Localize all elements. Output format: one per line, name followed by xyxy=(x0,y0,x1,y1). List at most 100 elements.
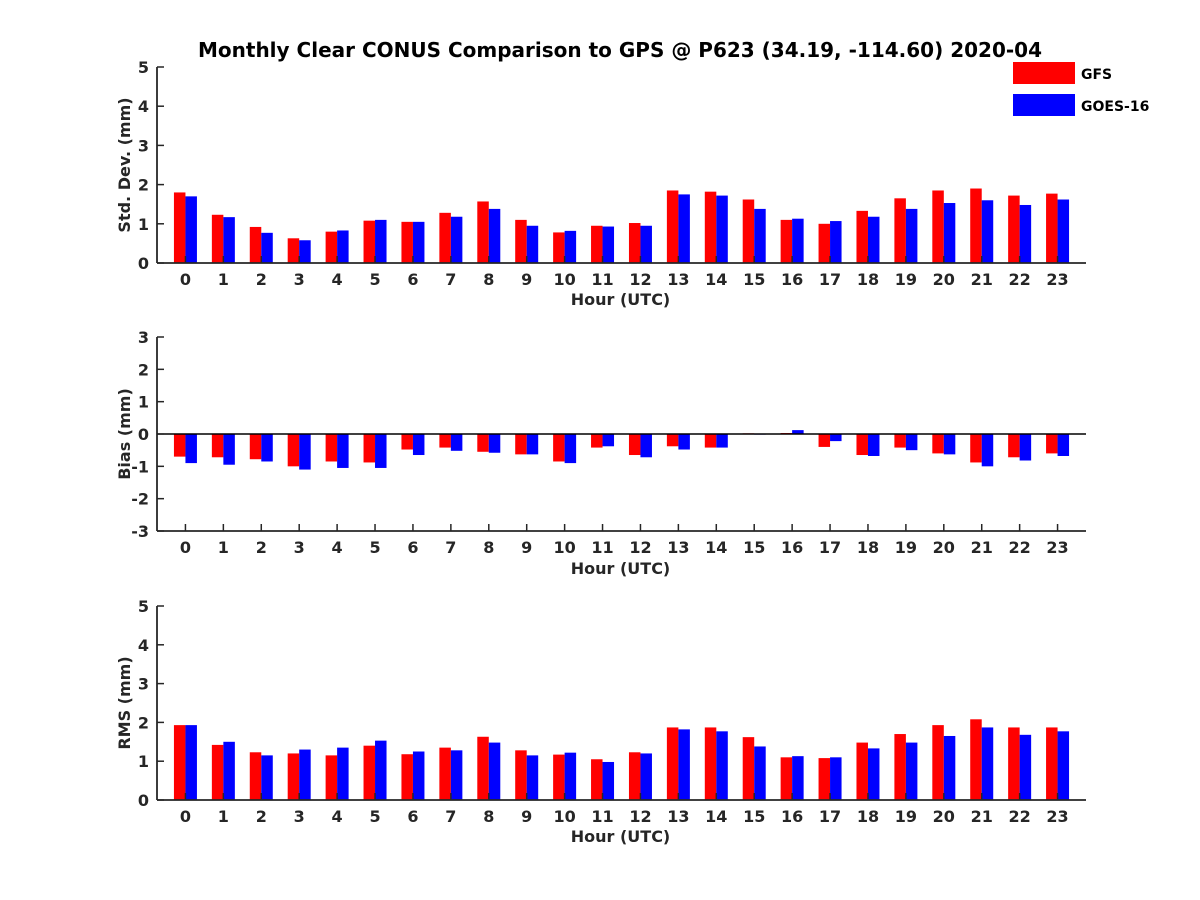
bar-goes-16-hour-7 xyxy=(450,216,463,263)
y-tick-label: 3 xyxy=(138,136,149,155)
y-tick-label: 2 xyxy=(138,713,149,732)
bar-gfs-hour-12 xyxy=(628,752,641,800)
bar-gfs-hour-4 xyxy=(325,231,338,263)
bar-gfs-hour-18 xyxy=(856,434,868,456)
bar-gfs-hour-8 xyxy=(477,201,489,263)
bar-gfs-hour-3 xyxy=(287,753,300,800)
bar-goes-16-hour-3 xyxy=(299,434,311,470)
bar-goes-16-hour-2 xyxy=(261,434,273,462)
x-tick-label: 18 xyxy=(857,538,879,557)
x-tick-label: 2 xyxy=(256,807,267,826)
bar-goes-16-hour-6 xyxy=(412,751,425,800)
bar-goes-16-hour-13 xyxy=(678,729,690,800)
bar-gfs-hour-10 xyxy=(553,754,565,800)
y-tick-label: 0 xyxy=(138,425,149,444)
legend-swatch-gfs xyxy=(1013,62,1075,84)
x-tick-label: 19 xyxy=(895,270,917,289)
x-tick-label: 21 xyxy=(971,538,993,557)
bar-goes-16-hour-11 xyxy=(602,434,615,447)
bar-goes-16-hour-8 xyxy=(488,742,501,800)
y-tick-label: 1 xyxy=(138,752,149,771)
bar-goes-16-hour-18 xyxy=(867,748,880,800)
bar-goes-16-hour-0 xyxy=(185,196,197,263)
x-tick-label: 13 xyxy=(667,270,689,289)
bar-gfs-hour-20 xyxy=(932,190,944,263)
legend-swatch-goes-16 xyxy=(1013,94,1075,116)
bar-goes-16-hour-14 xyxy=(716,731,728,800)
bar-gfs-hour-23 xyxy=(1046,434,1058,454)
bar-gfs-hour-16 xyxy=(780,757,793,800)
bar-goes-16-hour-4 xyxy=(337,747,349,800)
bar-goes-16-hour-10 xyxy=(564,752,577,800)
bar-goes-16-hour-14 xyxy=(716,195,728,263)
x-tick-label: 19 xyxy=(895,538,917,557)
x-tick-label: 23 xyxy=(1046,538,1068,557)
x-tick-label: 1 xyxy=(218,538,229,557)
bar-gfs-hour-17 xyxy=(818,223,831,263)
bar-gfs-hour-13 xyxy=(666,190,679,263)
bar-goes-16-hour-13 xyxy=(678,194,690,263)
bar-goes-16-hour-6 xyxy=(412,434,425,456)
y-tick-label: 5 xyxy=(138,597,149,616)
bar-gfs-hour-19 xyxy=(894,734,906,800)
bar-goes-16-hour-9 xyxy=(526,755,539,800)
bar-goes-16-hour-15 xyxy=(754,746,766,800)
x-axis-label: Hour (UTC) xyxy=(571,559,671,578)
bar-gfs-hour-0 xyxy=(173,192,186,263)
bar-goes-16-hour-20 xyxy=(943,434,956,455)
x-tick-label: 9 xyxy=(521,538,532,557)
x-tick-label: 15 xyxy=(743,270,765,289)
bar-goes-16-hour-12 xyxy=(640,753,652,800)
bar-goes-16-hour-17 xyxy=(830,757,842,800)
x-tick-label: 15 xyxy=(743,538,765,557)
bar-gfs-hour-5 xyxy=(363,220,376,263)
y-tick-label: -3 xyxy=(131,522,149,541)
x-tick-label: 4 xyxy=(332,807,343,826)
bar-goes-16-hour-11 xyxy=(602,761,615,800)
x-tick-label: 16 xyxy=(781,538,803,557)
x-tick-label: 5 xyxy=(369,270,380,289)
y-tick-label: 5 xyxy=(138,58,149,77)
bar-goes-16-hour-23 xyxy=(1057,199,1070,263)
bar-goes-16-hour-4 xyxy=(337,230,349,263)
y-tick-label: 0 xyxy=(138,791,149,810)
x-tick-label: 14 xyxy=(705,807,727,826)
bar-gfs-hour-10 xyxy=(553,232,565,263)
bar-goes-16-hour-8 xyxy=(488,208,501,263)
x-tick-label: 7 xyxy=(445,270,456,289)
legend-label: GFS xyxy=(1081,67,1112,83)
bar-goes-16-hour-9 xyxy=(526,225,539,263)
bar-goes-16-hour-19 xyxy=(905,742,918,800)
x-tick-label: 4 xyxy=(332,270,343,289)
x-tick-label: 22 xyxy=(1009,538,1031,557)
bar-goes-16-hour-19 xyxy=(905,208,918,263)
x-tick-label: 0 xyxy=(180,538,191,557)
bar-goes-16-hour-18 xyxy=(867,434,880,456)
bar-gfs-hour-13 xyxy=(666,727,679,800)
legend: GFS GOES-16 xyxy=(1013,62,1149,116)
bar-goes-16-hour-1 xyxy=(223,741,235,800)
bar-gfs-hour-2 xyxy=(249,226,262,263)
x-tick-label: 15 xyxy=(743,807,765,826)
x-tick-label: 6 xyxy=(407,538,418,557)
bar-gfs-hour-14 xyxy=(704,434,717,448)
x-tick-label: 22 xyxy=(1009,807,1031,826)
bar-goes-16-hour-10 xyxy=(564,230,577,263)
bar-goes-16-hour-11 xyxy=(602,226,615,263)
bar-gfs-hour-7 xyxy=(439,747,451,800)
bar-gfs-hour-20 xyxy=(932,725,944,800)
bar-gfs-hour-2 xyxy=(249,752,262,800)
bar-goes-16-hour-22 xyxy=(1019,204,1032,263)
bar-gfs-hour-8 xyxy=(477,736,489,800)
y-axis-label: RMS (mm) xyxy=(115,656,134,749)
y-axis-label: Bias (mm) xyxy=(115,388,134,480)
x-tick-label: 16 xyxy=(781,807,803,826)
bar-gfs-hour-11 xyxy=(591,225,603,263)
x-tick-label: 8 xyxy=(483,807,494,826)
bar-gfs-hour-19 xyxy=(894,198,906,263)
x-tick-label: 14 xyxy=(705,270,727,289)
bar-gfs-hour-21 xyxy=(970,719,982,800)
bar-goes-16-hour-7 xyxy=(450,434,463,451)
y-tick-label: -1 xyxy=(131,457,149,476)
x-tick-label: 18 xyxy=(857,270,879,289)
